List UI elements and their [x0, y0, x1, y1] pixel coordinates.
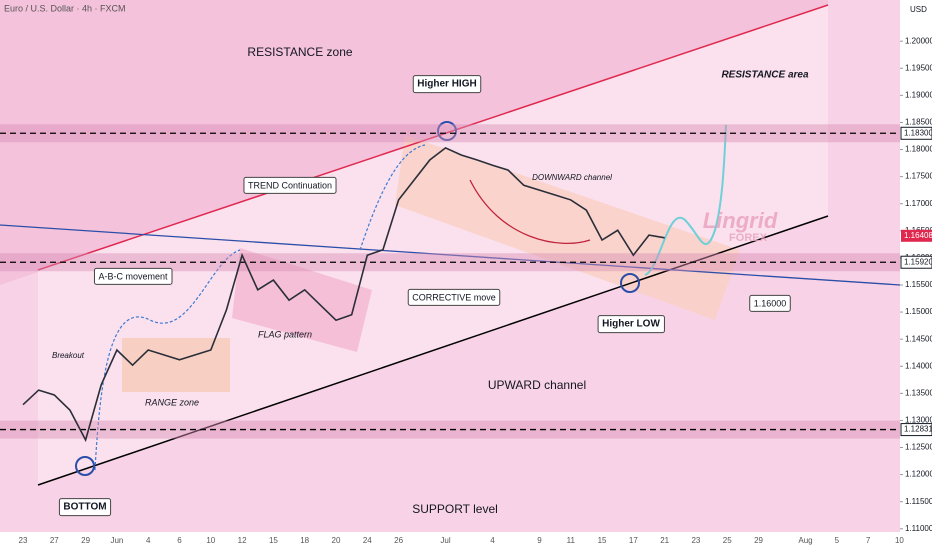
- annotation-box: [749, 294, 791, 312]
- y-tick-label: 1.19000: [905, 90, 932, 99]
- y-tick-label: 1.11500: [905, 497, 932, 506]
- annotation: TREND Continuation: [248, 180, 332, 190]
- y-tick-label: 1.12000: [905, 470, 932, 479]
- annotation: DOWNWARD channel: [532, 173, 612, 182]
- annotation: SUPPORT level: [412, 502, 498, 516]
- annotation-box: [243, 176, 337, 194]
- y-tick-label: 1.13000: [905, 416, 932, 425]
- price-line: [22, 146, 665, 443]
- marker: [75, 456, 95, 476]
- y-tick-label: 1.12500: [905, 443, 932, 452]
- y-tick-label: 1.15000: [905, 307, 932, 316]
- y-tick-label: 1.17000: [905, 199, 932, 208]
- x-tick-label: 26: [394, 536, 403, 545]
- annotation: UPWARD channel: [488, 378, 586, 392]
- x-tick-label: Aug: [798, 536, 812, 545]
- annotation: FLAG pattern: [258, 329, 312, 339]
- y-tick-label: 1.20000: [905, 36, 932, 45]
- x-tick-label: 20: [332, 536, 341, 545]
- flag-pattern: [232, 248, 372, 352]
- y-tick-label: 1.18500: [905, 118, 932, 127]
- x-tick-label: 5: [835, 536, 840, 545]
- y-tick-label: 1.13500: [905, 388, 932, 397]
- last-price-label: 1.16408: [904, 231, 932, 240]
- downward-channel: [395, 135, 740, 320]
- y-tick-label: 1.14000: [905, 361, 932, 370]
- marker: [437, 121, 457, 141]
- x-tick-label: 18: [300, 536, 309, 545]
- annotation-box: [407, 288, 501, 306]
- resistance-line: [37, 4, 829, 271]
- x-tick-label: 29: [754, 536, 763, 545]
- annotation-box: [412, 75, 482, 94]
- annotation: 1.16000: [754, 298, 787, 308]
- annotation: Higher HIGH: [417, 79, 476, 90]
- y-tick-label: 1.19500: [905, 63, 932, 72]
- x-tick-label: 23: [19, 536, 28, 545]
- level-tag: [900, 423, 932, 437]
- x-tick-label: Jun: [110, 536, 123, 545]
- x-tick-label: 25: [723, 536, 732, 545]
- chart-title: Euro / U.S. Dollar · 4h · FXCM: [4, 3, 126, 13]
- trend-line: [0, 224, 901, 286]
- y-tick-label: 1.15500: [905, 280, 932, 289]
- annotation: BOTTOM: [63, 502, 106, 513]
- level-label: 1.12831: [904, 425, 932, 434]
- annotation-box: [58, 498, 112, 517]
- x-tick-label: 10: [895, 536, 904, 545]
- annotation: RESISTANCE zone: [247, 45, 352, 59]
- x-tick-label: 9: [537, 536, 542, 545]
- x-tick-label: 4: [146, 536, 151, 545]
- range-zone: [122, 338, 230, 392]
- y-tick-label: 1.17500: [905, 172, 932, 181]
- abc-arrow: [94, 249, 241, 471]
- last-price-tag: [901, 229, 932, 242]
- annotation: Breakout: [52, 351, 85, 360]
- level-label: 1.15920: [904, 257, 932, 266]
- channel-bg: [38, 5, 828, 485]
- y-tick-label: 1.11000: [905, 524, 932, 533]
- x-tick-label: 24: [363, 536, 372, 545]
- annotation: CORRECTIVE move: [412, 292, 496, 302]
- x-tick-label: 21: [660, 536, 669, 545]
- x-tick-label: 10: [206, 536, 215, 545]
- x-tick-label: 27: [50, 536, 59, 545]
- level-label: 1.18300: [904, 128, 932, 137]
- x-tick-label: 7: [866, 536, 871, 545]
- x-tick-label: 6: [177, 536, 182, 545]
- trend-arrow: [359, 144, 426, 251]
- projection: [644, 124, 727, 276]
- x-tick-label: 15: [598, 536, 607, 545]
- y-tick-label: 1.14500: [905, 334, 932, 343]
- annotation: A-B-C movement: [98, 271, 168, 281]
- watermark: FOREX: [729, 232, 768, 244]
- y-tick-label: 1.18000: [905, 145, 932, 154]
- currency: USD: [910, 5, 927, 14]
- annotation: Higher LOW: [602, 319, 660, 330]
- annotation-box: [597, 315, 665, 334]
- annotation: RESISTANCE area: [721, 70, 809, 81]
- support-line: [37, 215, 829, 486]
- corrective-arrow: [469, 179, 591, 245]
- x-tick-label: 4: [490, 536, 495, 545]
- x-tick-label: 17: [629, 536, 638, 545]
- x-tick-label: 15: [269, 536, 278, 545]
- price-axis: [900, 0, 932, 550]
- annotation-box: [93, 267, 173, 285]
- x-tick-label: 12: [238, 536, 247, 545]
- x-tick-label: 29: [81, 536, 90, 545]
- level-tag: [900, 126, 932, 140]
- x-tick-label: Jul: [440, 536, 450, 545]
- x-tick-label: 23: [691, 536, 700, 545]
- watermark: Lingrid: [703, 208, 778, 233]
- level-tag: [900, 255, 932, 269]
- annotation: RANGE zone: [145, 397, 199, 407]
- marker: [620, 273, 640, 293]
- time-axis: [0, 532, 900, 550]
- x-tick-label: 11: [567, 536, 576, 545]
